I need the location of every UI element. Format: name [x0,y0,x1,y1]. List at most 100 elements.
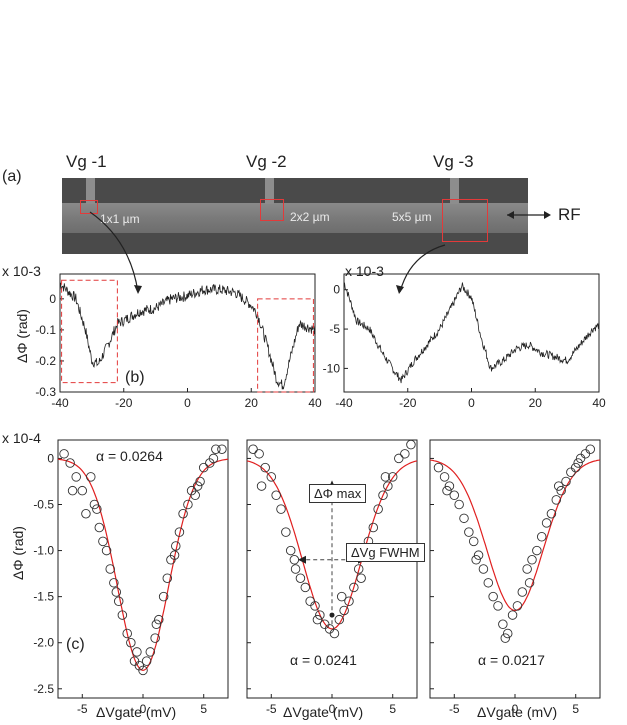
data-point [336,591,347,602]
y-tick-label: 0 [47,451,54,465]
data-point [315,610,325,620]
data-point [178,508,188,519]
data-point [353,564,364,574]
data-point [344,596,354,606]
data-point [500,633,511,643]
data-point [122,628,132,639]
data-point [154,614,164,625]
data-point [522,564,532,574]
data-point [281,527,291,537]
data-point [439,472,450,482]
data-point [158,591,169,602]
x-tick-label: -40 [51,396,69,410]
data-point [208,453,219,464]
scale-label-b-left: x 10-3 [2,263,41,279]
gate-box-1 [80,200,98,214]
data-point [192,481,203,491]
x-tick-label: -5 [449,702,460,716]
data-point [570,462,581,473]
data-point [517,587,528,597]
gate-stem-1 [86,178,95,204]
data-point [94,522,105,533]
size-label-1: 1x1 µm [100,212,140,226]
data-point [349,582,359,593]
data-point [285,545,296,556]
rf-arrow [507,211,551,219]
y-tick-label: -0.3 [35,385,56,399]
y-tick-label: -0.1 [35,323,56,337]
connector-arrows [89,211,446,294]
data-point [356,573,366,583]
y-tick-label: -2.5 [33,682,54,696]
plot-frame [59,273,316,393]
data-point [400,449,410,459]
data-point [312,614,323,625]
data-point [334,614,345,625]
data-point [488,591,498,602]
data-point [493,601,503,611]
data-point [67,485,78,496]
data-point [464,527,474,537]
data-point [266,472,277,482]
data-point [454,499,464,510]
x-tick-label: 40 [308,396,322,410]
data-point [86,472,96,482]
data-point [383,481,393,491]
x-tick-label: -20 [399,396,417,410]
plot-frame [343,273,600,393]
x-tick-label: 20 [245,396,259,410]
data-point [260,462,270,473]
fwhm-arrow-left [298,555,306,564]
y-tick-label: -0.2 [35,354,56,368]
data-point [81,508,91,519]
data-point [449,490,460,501]
data-point [254,449,264,459]
x-tick-label: 0 [329,702,336,716]
data-point [478,564,489,574]
data-point [59,449,69,459]
size-label-3: 5x5 µm [392,210,432,224]
fit-curve [246,460,418,630]
xlabel-c3: ΔVgate (mV) [477,704,558,720]
rf-label: RF [558,205,581,224]
x-tick-label: -20 [115,396,133,410]
data-point [541,518,552,528]
data-point [89,499,100,510]
data-point [339,605,349,616]
data-point [92,504,102,514]
data-point [174,527,185,537]
data-point [183,499,193,510]
data-point [566,467,576,478]
data-point [433,462,444,473]
y-tick-label: 0 [49,292,56,306]
data-point [471,555,481,565]
data-point [101,545,112,556]
trace-line [59,282,316,390]
y-tick-label: -1.5 [33,590,54,604]
scale-label-b-right: x 10-3 [345,263,384,279]
size-label-2: 2x2 µm [290,210,330,224]
y-tick-label: -0.5 [33,498,54,512]
data-point [585,444,596,454]
data-point [113,596,124,606]
x-tick-label: 0 [184,396,191,410]
data-point [171,541,181,551]
sem-image: 1x1 µm 2x2 µm 5x5 µm [62,178,528,254]
data-point [502,628,513,639]
x-tick-label: -5 [77,702,88,716]
data-point [473,550,484,560]
data-point [580,449,591,459]
highlight-box-right [257,298,314,393]
data-point [111,587,122,597]
xlabel-c2: ΔVgate (mV) [283,704,364,720]
scale-label-c: x 10-4 [2,430,41,446]
alpha-label-1: α = 0.0264 [96,448,163,464]
fit-curve [57,458,229,672]
waveguide-strip [62,203,528,233]
data-point [195,476,205,487]
data-point [556,485,566,496]
data-point [198,462,209,473]
data-point [217,444,227,454]
data-point [271,490,281,501]
data-point [512,601,523,611]
